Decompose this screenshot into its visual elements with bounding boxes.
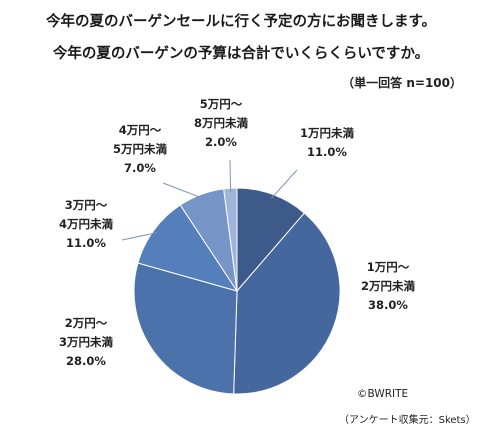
title-line1: 今年の夏のバーゲンセールに行く予定の方にお聞きします。 [45,14,437,30]
title-line2: 今年の夏のバーゲンの予算は合計でいくらくらいですか。 [52,46,430,62]
leader-line-5 [229,159,232,193]
leader-line-4 [162,182,203,199]
copyright-credit: ©BWRITE [357,388,409,400]
pie-slice-0 [236,187,306,293]
survey-source: （アンケート収集元：Skets） [339,415,476,426]
slice-label-5: 5万円～ 8万円未満 2.0% [194,97,249,149]
pie-slice-2 [133,262,238,395]
leader-line-0 [271,169,298,199]
leader-line-3 [121,232,158,241]
sample-note: （単一回答 n=100） [342,76,462,90]
slice-label-1: 1万円～ 2万円未満 38.0% [361,260,416,312]
slice-label-4: 4万円～ 5万円未満 7.0% [113,123,168,175]
pie-slice-1 [233,212,341,395]
slice-label-0: 1万円未満 11.0% [300,126,355,159]
slice-label-2: 2万円～ 3万円未満 28.0% [59,316,114,368]
pie-slice-3 [137,204,239,292]
slice-label-3: 3万円～ 4万円未満 11.0% [59,198,114,250]
